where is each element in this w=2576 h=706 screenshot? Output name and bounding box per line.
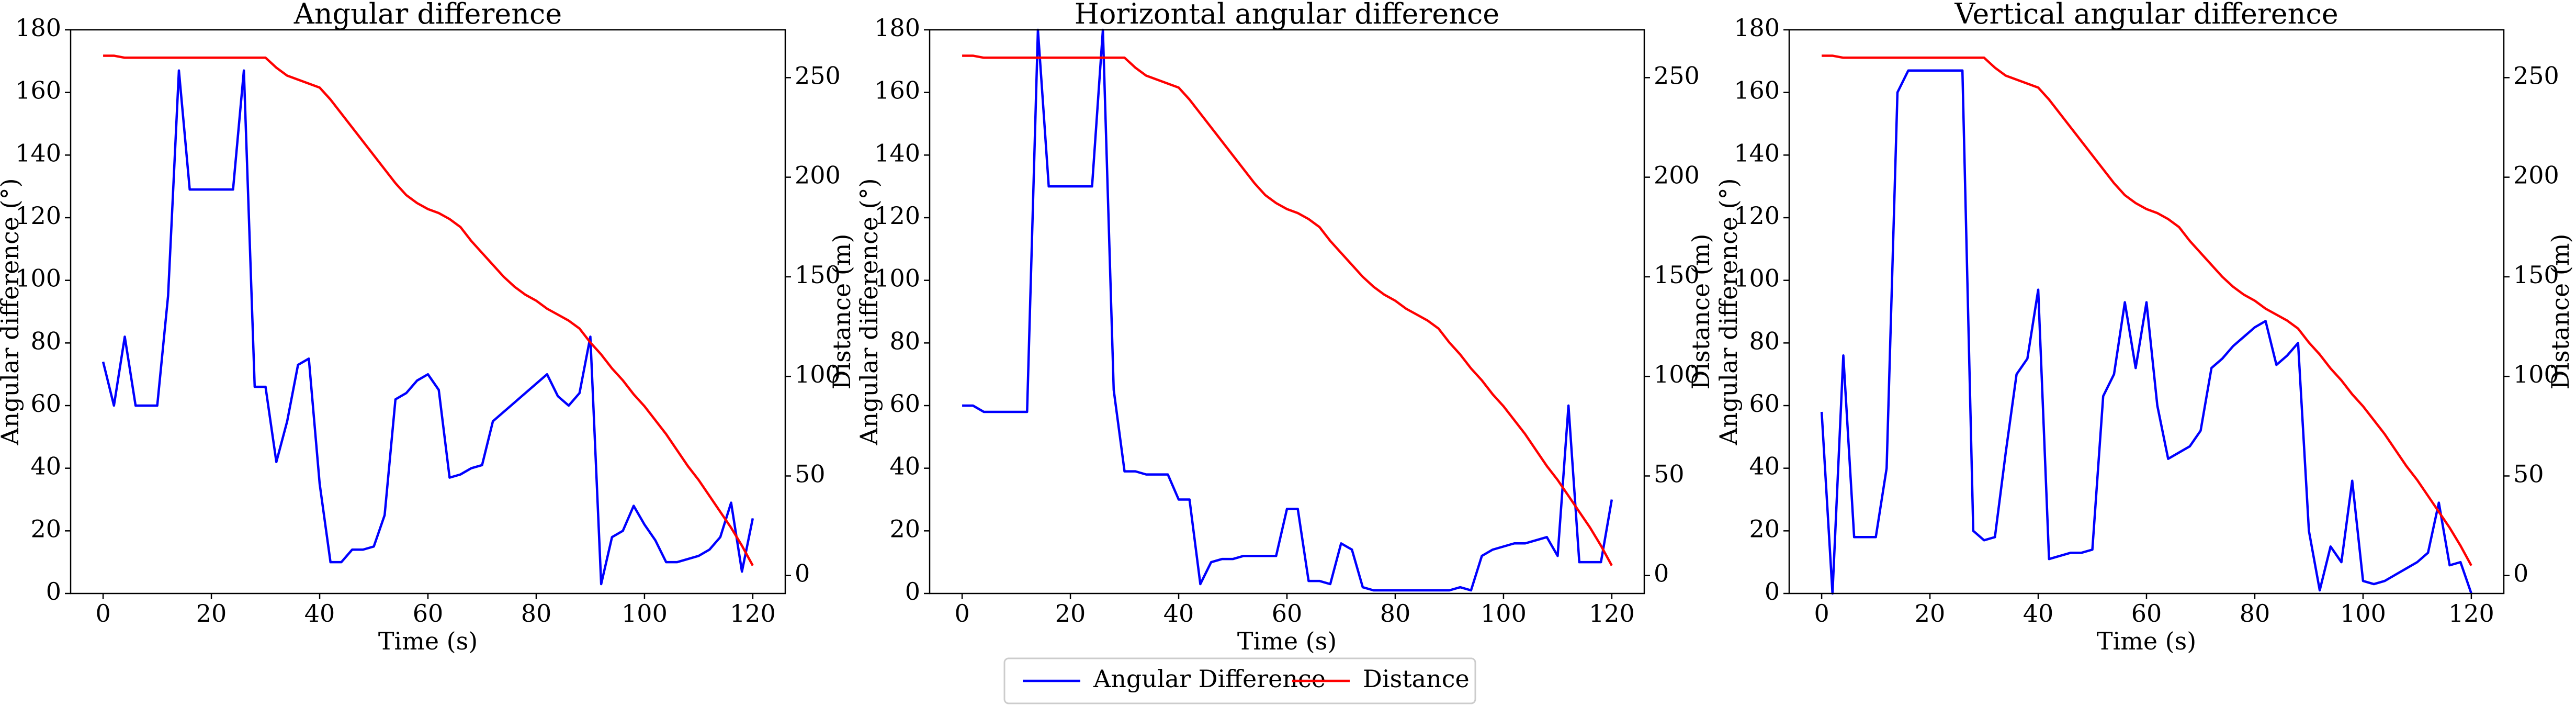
y2-tick-label: 150 [795,261,841,289]
y-tick-label: 160 [15,76,61,105]
axes-frame [929,29,1645,595]
legend-label: Angular Difference [1093,665,1326,693]
axes-frame [70,29,786,595]
y2-tick-label: 200 [2513,161,2559,189]
x-tick-label: 120 [2448,599,2494,627]
y2-tick-label: 250 [1654,61,1700,89]
y2-tick-label: 100 [795,360,841,388]
x-tick-label: 40 [1163,599,1194,627]
y-tick-label: 40 [30,452,61,480]
x-tick-label: 80 [521,599,552,627]
chart-title: Vertical angular difference [1954,0,2338,30]
y-tick-label: 0 [46,577,61,606]
series-line [1822,54,2472,566]
y2-axis-label: Distance (m) [828,234,856,390]
y-tick-label: 40 [889,452,920,480]
y2-tick-label: 50 [795,460,826,488]
y2-tick-label: 150 [2513,261,2559,289]
x-tick-label: 40 [304,599,335,627]
y-tick-label: 160 [1734,76,1780,105]
y-tick-label: 180 [15,14,61,42]
series-line [962,54,1613,566]
x-tick-label: 60 [2131,599,2162,627]
x-tick-label: 100 [622,599,668,627]
y2-tick-label: 250 [2513,61,2559,89]
y2-tick-label: 0 [1654,559,1669,588]
y2-tick-label: 200 [1654,161,1700,189]
y-tick-label: 140 [15,139,61,167]
x-tick-label: 20 [1055,599,1086,627]
y-tick-label: 60 [1749,389,1780,418]
y-tick-label: 120 [15,201,61,230]
x-tick-label: 80 [1380,599,1411,627]
y2-tick-label: 50 [1654,460,1685,488]
x-tick-label: 80 [2240,599,2270,627]
chart-title: Angular difference [293,0,562,30]
y-axis-label: Angular difference (°) [1714,178,1743,445]
series-line [103,54,754,566]
y-tick-label: 60 [30,389,61,418]
y-tick-label: 100 [874,264,920,293]
y-tick-label: 0 [905,577,920,606]
x-tick-label: 0 [95,599,110,627]
y-tick-label: 20 [1749,514,1780,543]
y-tick-label: 20 [889,514,920,543]
x-tick-label: 60 [413,599,444,627]
y-tick-label: 160 [874,76,920,105]
y2-tick-label: 150 [1654,261,1700,289]
y-tick-label: 140 [874,139,920,167]
y-tick-label: 40 [1749,452,1780,480]
y-tick-label: 100 [15,264,61,293]
x-tick-label: 0 [1814,599,1829,627]
y-axis-label: Angular difference (°) [0,178,24,445]
x-axis-label: Time (s) [2097,627,2196,655]
x-tick-label: 120 [1589,599,1635,627]
y-tick-label: 180 [1734,14,1780,42]
y-tick-label: 140 [1734,139,1780,167]
y2-tick-label: 250 [795,61,841,89]
y2-tick-label: 50 [2513,460,2544,488]
x-tick-label: 20 [196,599,227,627]
x-axis-label: Time (s) [378,627,478,655]
x-tick-label: 20 [1915,599,1946,627]
y-tick-label: 80 [1749,327,1780,355]
y2-tick-label: 100 [2513,360,2559,388]
axes-frame [1788,29,2505,595]
y-tick-label: 180 [874,14,920,42]
y2-tick-label: 0 [2513,559,2528,588]
x-tick-label: 100 [2340,599,2386,627]
y-tick-label: 120 [1734,201,1780,230]
y2-axis-label: Distance (m) [2546,234,2574,390]
legend-box [1003,657,1476,704]
y-tick-label: 0 [1765,577,1780,606]
series-line [962,28,1613,592]
y-tick-label: 100 [1734,264,1780,293]
y-axis-label: Angular difference (°) [855,178,883,445]
x-tick-label: 100 [1481,599,1527,627]
y-tick-label: 80 [30,327,61,355]
y-tick-label: 80 [889,327,920,355]
chart-title: Horizontal angular difference [1075,0,1499,30]
y-tick-label: 60 [889,389,920,418]
x-tick-label: 120 [730,599,776,627]
x-tick-label: 40 [2023,599,2054,627]
x-tick-label: 60 [1272,599,1303,627]
legend-label: Distance [1363,665,1470,693]
y2-axis-label: Distance (m) [1687,234,1715,390]
series-line [101,69,754,586]
y2-tick-label: 0 [795,559,810,588]
x-tick-label: 0 [954,599,969,627]
y-tick-label: 20 [30,514,61,543]
series-line [1820,69,2473,595]
y2-tick-label: 200 [795,161,841,189]
x-axis-label: Time (s) [1237,627,1337,655]
y2-tick-label: 100 [1654,360,1700,388]
y-tick-label: 120 [874,201,920,230]
